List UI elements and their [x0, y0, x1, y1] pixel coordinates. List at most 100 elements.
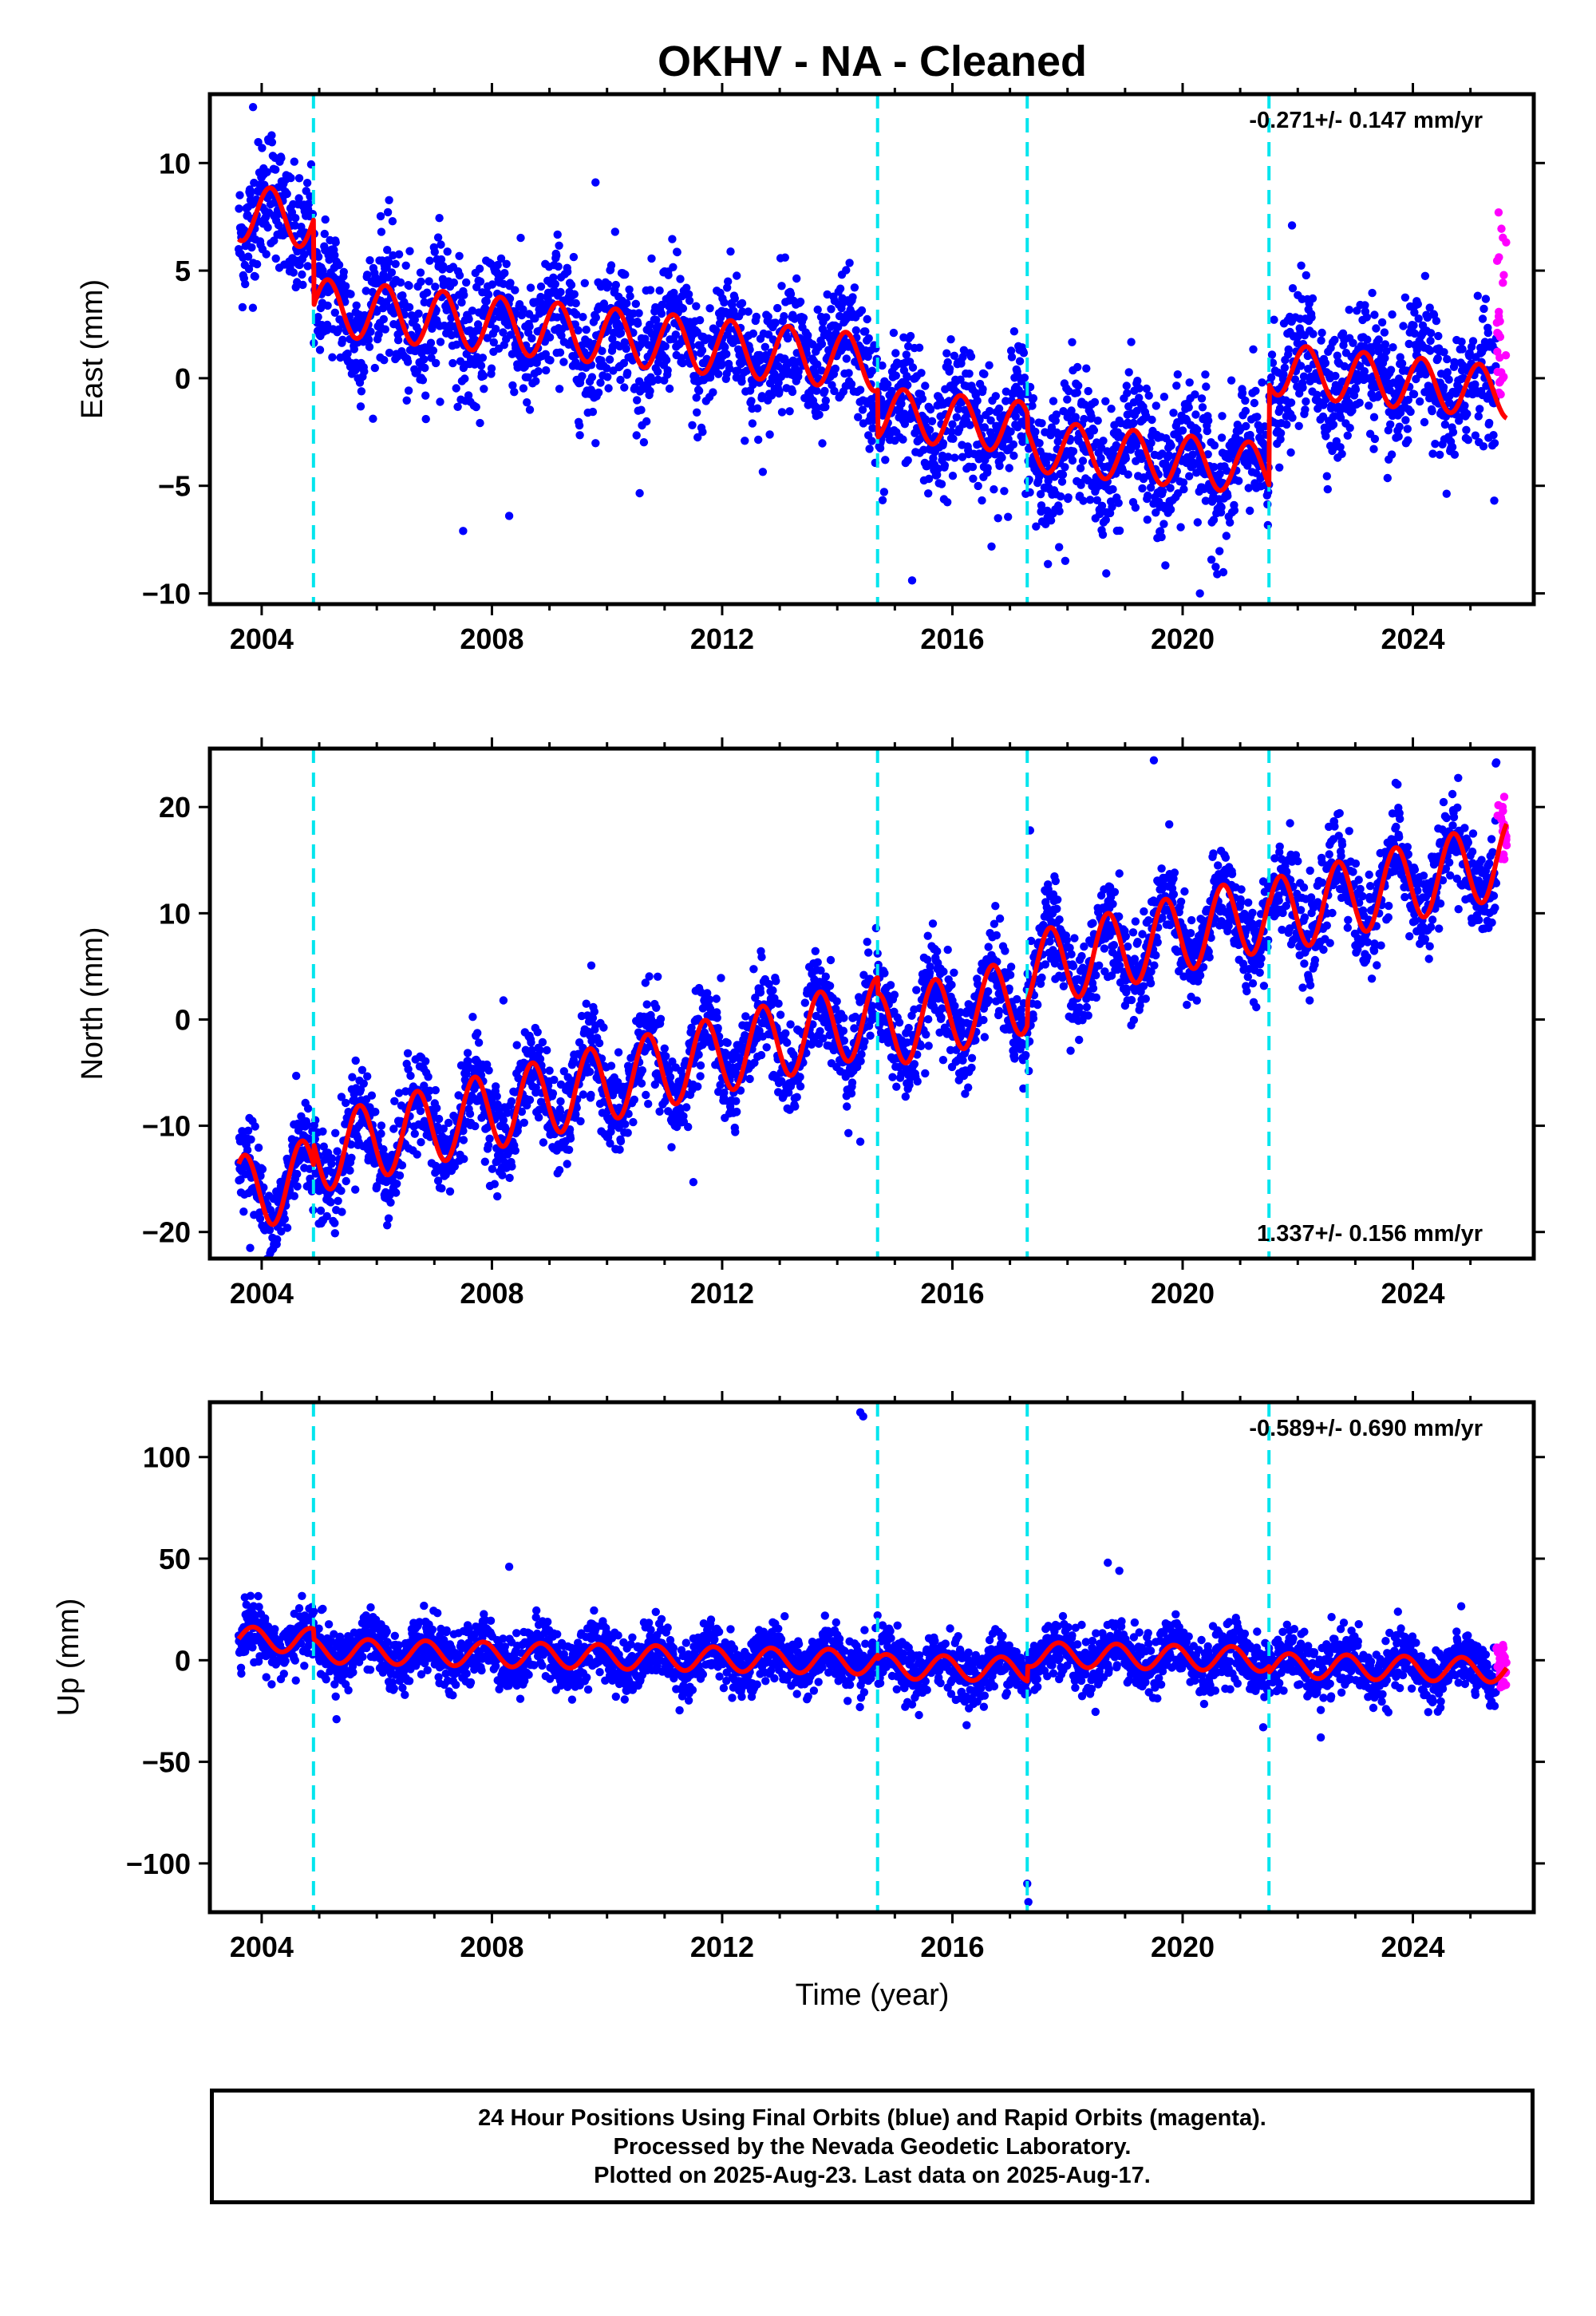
final-point: [832, 997, 841, 1006]
final-point: [1298, 383, 1307, 392]
final-point: [1282, 420, 1291, 429]
final-point: [444, 1118, 453, 1128]
final-point: [966, 352, 976, 361]
final-point: [660, 1044, 669, 1053]
final-point: [867, 366, 877, 375]
final-point: [403, 358, 413, 366]
final-point: [433, 233, 443, 242]
final-point: [1485, 418, 1494, 428]
final-point: [827, 305, 836, 314]
final-point: [1267, 350, 1277, 359]
final-point: [695, 316, 705, 325]
final-point: [780, 312, 788, 321]
final-point: [1403, 425, 1412, 433]
final-point: [633, 396, 642, 405]
final-point: [883, 380, 892, 389]
final-point: [1080, 400, 1089, 409]
final-point: [519, 384, 528, 393]
final-point: [694, 1050, 703, 1059]
final-point: [1410, 308, 1419, 317]
final-point: [1124, 368, 1133, 377]
final-point: [604, 384, 613, 393]
final-point: [534, 367, 543, 376]
final-point: [1230, 506, 1239, 515]
final-point: [519, 305, 527, 314]
x-tick-label: 2012: [690, 622, 754, 655]
final-point: [270, 236, 279, 245]
final-point: [1370, 310, 1379, 319]
final-point: [291, 214, 300, 223]
final-point: [1369, 413, 1379, 421]
final-point: [492, 1092, 501, 1101]
final-point: [508, 1162, 516, 1171]
final-point: [333, 1147, 342, 1156]
final-point: [723, 283, 732, 292]
final-point: [842, 354, 851, 363]
final-point: [1173, 370, 1183, 379]
final-point: [315, 346, 325, 354]
final-point: [652, 1003, 661, 1013]
final-point: [1169, 409, 1178, 417]
final-point: [1115, 526, 1124, 536]
final-point: [839, 1014, 848, 1022]
final-point: [1286, 398, 1296, 407]
final-point: [1148, 415, 1156, 425]
final-point: [343, 349, 352, 358]
final-point: [286, 173, 295, 183]
final-point: [1090, 397, 1100, 407]
final-point: [1146, 483, 1156, 492]
final-point: [899, 435, 907, 444]
final-point: [346, 1166, 354, 1175]
final-point: [1351, 385, 1361, 394]
final-point: [405, 281, 413, 290]
final-point: [990, 485, 998, 494]
final-point: [764, 312, 772, 321]
final-point: [559, 358, 568, 366]
final-point: [1321, 358, 1330, 368]
final-point: [1210, 441, 1219, 450]
final-point: [582, 326, 591, 334]
final-point: [1241, 406, 1250, 416]
final-point: [410, 315, 419, 324]
rapid-point: [1502, 238, 1511, 247]
final-point: [1345, 306, 1353, 314]
y-tick-label: 5: [175, 255, 191, 287]
final-point: [507, 1097, 516, 1106]
final-point: [371, 1108, 380, 1117]
final-point: [490, 1180, 499, 1188]
final-point: [376, 211, 385, 221]
final-point: [1009, 451, 1018, 460]
final-point: [863, 314, 871, 324]
final-point: [566, 1134, 575, 1143]
final-point: [1458, 345, 1467, 354]
final-point: [579, 1090, 588, 1099]
final-point: [258, 1164, 267, 1174]
final-point: [621, 1120, 630, 1128]
final-point: [390, 1097, 399, 1106]
final-point: [1450, 358, 1459, 366]
final-point: [298, 280, 307, 290]
final-point: [1006, 427, 1015, 436]
final-point: [1235, 476, 1243, 485]
final-point: [425, 277, 433, 286]
final-point: [816, 1027, 824, 1036]
final-point: [556, 287, 565, 297]
final-point: [794, 367, 803, 376]
final-point: [821, 396, 831, 405]
final-point: [585, 1067, 595, 1077]
final-point: [965, 370, 974, 378]
final-point: [1102, 569, 1111, 578]
final-point: [252, 259, 262, 269]
final-point: [413, 1150, 421, 1159]
final-point: [302, 179, 312, 188]
final-point: [1226, 518, 1235, 527]
final-point: [669, 263, 678, 271]
final-point: [596, 378, 605, 387]
outlier-point: [1287, 221, 1297, 230]
final-point: [666, 1073, 675, 1081]
final-point: [1037, 419, 1046, 428]
final-point: [772, 977, 780, 986]
final-point: [323, 301, 332, 310]
final-point: [546, 356, 555, 365]
final-point: [294, 194, 303, 203]
